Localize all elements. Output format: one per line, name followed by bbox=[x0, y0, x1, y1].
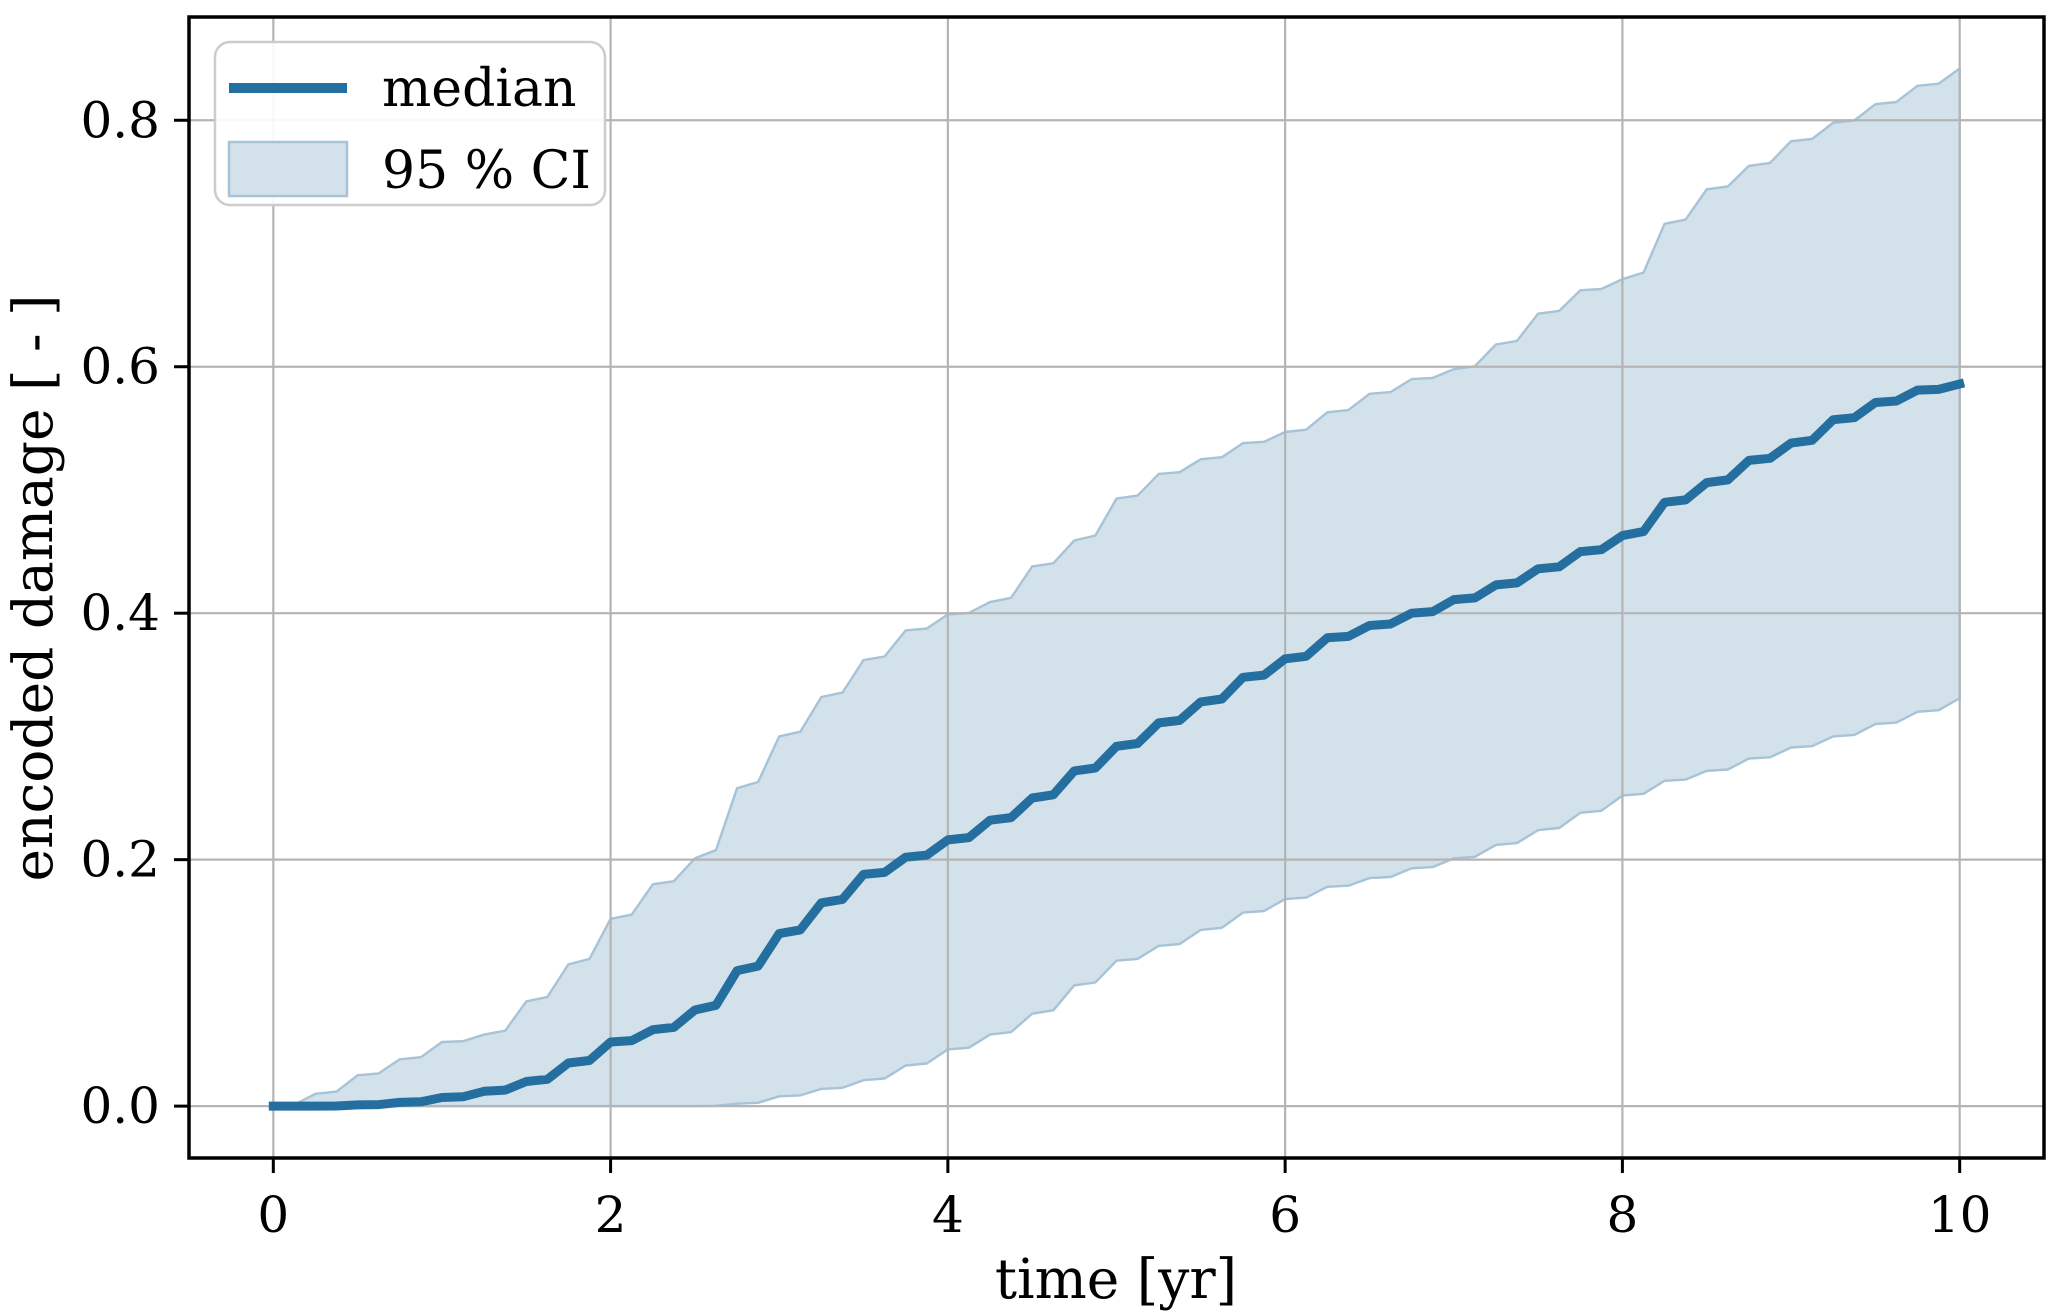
median-line bbox=[268, 378, 1966, 1111]
x-tick-label: 4 bbox=[932, 1186, 964, 1244]
y-axis-label: encoded damage [ - ] bbox=[1, 295, 65, 882]
y-tick-label: 0.6 bbox=[80, 338, 160, 396]
axes-spines bbox=[187, 15, 2046, 1160]
x-tick-label: 6 bbox=[1269, 1186, 1301, 1244]
x-axis: 0 2 4 6 8 10 bbox=[257, 1158, 1991, 1244]
y-tick-label: 0.4 bbox=[80, 584, 160, 642]
y-tick-label: 0.0 bbox=[80, 1077, 160, 1135]
legend-ci-label: 95 % CI bbox=[382, 141, 591, 201]
x-axis-label: time [yr] bbox=[995, 1247, 1237, 1311]
legend-ci-patch-swatch bbox=[227, 140, 349, 198]
gridlines bbox=[189, 17, 2044, 1158]
legend-median-label: median bbox=[382, 59, 577, 119]
x-tick-label: 2 bbox=[595, 1186, 627, 1244]
x-tick-label: 0 bbox=[257, 1186, 289, 1244]
legend: median 95 % CI bbox=[213, 40, 607, 207]
y-axis: 0.0 0.2 0.4 0.6 0.8 bbox=[80, 91, 189, 1135]
y-tick-label: 0.2 bbox=[80, 831, 160, 889]
x-tick-label: 10 bbox=[1928, 1186, 1992, 1244]
y-tick-label: 0.8 bbox=[80, 91, 160, 149]
median-line-path bbox=[268, 378, 1966, 1111]
x-tick-label: 8 bbox=[1607, 1186, 1639, 1244]
